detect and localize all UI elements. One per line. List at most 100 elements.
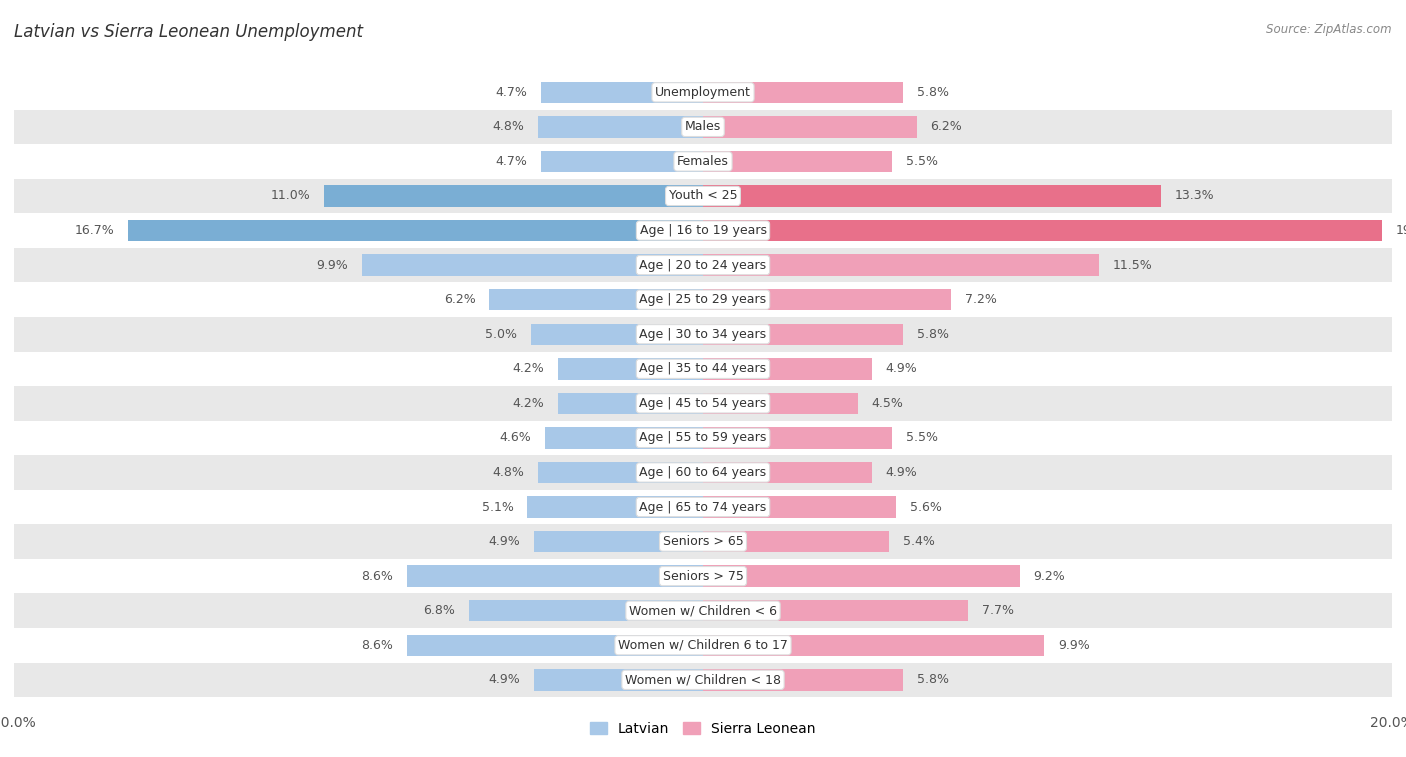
Text: Age | 16 to 19 years: Age | 16 to 19 years xyxy=(640,224,766,237)
Bar xyxy=(703,289,950,310)
Text: 9.9%: 9.9% xyxy=(1057,639,1090,652)
Bar xyxy=(406,634,703,656)
Bar xyxy=(14,593,1392,628)
Bar xyxy=(14,144,1392,179)
Bar xyxy=(14,213,1392,248)
Text: Age | 65 to 74 years: Age | 65 to 74 years xyxy=(640,500,766,513)
Bar xyxy=(703,393,858,414)
Bar xyxy=(703,254,1099,276)
Bar xyxy=(703,151,893,172)
Bar xyxy=(703,634,1045,656)
Bar xyxy=(541,82,703,103)
Text: Source: ZipAtlas.com: Source: ZipAtlas.com xyxy=(1267,23,1392,36)
Text: 5.5%: 5.5% xyxy=(907,155,938,168)
Bar xyxy=(14,628,1392,662)
Bar xyxy=(544,427,703,449)
Text: 5.1%: 5.1% xyxy=(482,500,513,513)
Bar xyxy=(703,497,896,518)
Legend: Latvian, Sierra Leonean: Latvian, Sierra Leonean xyxy=(585,716,821,742)
Bar xyxy=(703,323,903,345)
Text: 11.0%: 11.0% xyxy=(270,189,311,202)
Text: Unemployment: Unemployment xyxy=(655,86,751,99)
Bar xyxy=(14,662,1392,697)
Text: 8.6%: 8.6% xyxy=(361,639,392,652)
Text: 5.8%: 5.8% xyxy=(917,86,949,99)
Text: 4.2%: 4.2% xyxy=(513,363,544,375)
Bar xyxy=(527,497,703,518)
Text: Age | 45 to 54 years: Age | 45 to 54 years xyxy=(640,397,766,410)
Bar xyxy=(14,248,1392,282)
Text: 5.4%: 5.4% xyxy=(903,535,935,548)
Bar xyxy=(703,82,903,103)
Text: 4.7%: 4.7% xyxy=(495,155,527,168)
Bar xyxy=(703,565,1019,587)
Text: Males: Males xyxy=(685,120,721,133)
Bar xyxy=(703,358,872,379)
Text: Age | 55 to 59 years: Age | 55 to 59 years xyxy=(640,431,766,444)
Text: 5.0%: 5.0% xyxy=(485,328,517,341)
Text: 4.8%: 4.8% xyxy=(492,466,524,479)
Bar xyxy=(703,462,872,483)
Bar xyxy=(14,110,1392,144)
Text: Age | 60 to 64 years: Age | 60 to 64 years xyxy=(640,466,766,479)
Bar xyxy=(703,669,903,690)
Text: 4.7%: 4.7% xyxy=(495,86,527,99)
Text: Seniors > 65: Seniors > 65 xyxy=(662,535,744,548)
Text: Latvian vs Sierra Leonean Unemployment: Latvian vs Sierra Leonean Unemployment xyxy=(14,23,363,41)
Bar xyxy=(14,421,1392,455)
Bar xyxy=(14,317,1392,351)
Bar xyxy=(489,289,703,310)
Bar xyxy=(531,323,703,345)
Bar xyxy=(14,282,1392,317)
Bar xyxy=(558,393,703,414)
Bar xyxy=(703,116,917,138)
Text: 11.5%: 11.5% xyxy=(1114,259,1153,272)
Bar xyxy=(537,462,703,483)
Text: 7.7%: 7.7% xyxy=(981,604,1014,617)
Text: Age | 30 to 34 years: Age | 30 to 34 years xyxy=(640,328,766,341)
Bar xyxy=(14,559,1392,593)
Text: 7.2%: 7.2% xyxy=(965,293,997,306)
Text: 13.3%: 13.3% xyxy=(1175,189,1215,202)
Text: 5.5%: 5.5% xyxy=(907,431,938,444)
Text: 9.9%: 9.9% xyxy=(316,259,349,272)
Bar xyxy=(14,179,1392,213)
Bar xyxy=(703,600,969,621)
Bar xyxy=(703,220,1382,241)
Text: 4.9%: 4.9% xyxy=(489,535,520,548)
Text: Age | 35 to 44 years: Age | 35 to 44 years xyxy=(640,363,766,375)
Bar xyxy=(14,455,1392,490)
Bar xyxy=(537,116,703,138)
Bar xyxy=(14,386,1392,421)
Text: 5.8%: 5.8% xyxy=(917,328,949,341)
Bar xyxy=(703,185,1161,207)
Bar xyxy=(128,220,703,241)
Bar xyxy=(541,151,703,172)
Bar xyxy=(703,531,889,553)
Text: 19.7%: 19.7% xyxy=(1395,224,1406,237)
Bar xyxy=(534,531,703,553)
Bar xyxy=(14,351,1392,386)
Text: 5.6%: 5.6% xyxy=(910,500,942,513)
Bar xyxy=(468,600,703,621)
Text: Women w/ Children < 18: Women w/ Children < 18 xyxy=(626,673,780,687)
Text: Females: Females xyxy=(678,155,728,168)
Text: 16.7%: 16.7% xyxy=(75,224,114,237)
Text: 6.8%: 6.8% xyxy=(423,604,456,617)
Bar xyxy=(323,185,703,207)
Text: 4.9%: 4.9% xyxy=(886,363,917,375)
Text: 9.2%: 9.2% xyxy=(1033,570,1066,583)
Bar xyxy=(14,525,1392,559)
Text: Women w/ Children < 6: Women w/ Children < 6 xyxy=(628,604,778,617)
Text: Youth < 25: Youth < 25 xyxy=(669,189,737,202)
Text: Seniors > 75: Seniors > 75 xyxy=(662,570,744,583)
Text: 5.8%: 5.8% xyxy=(917,673,949,687)
Text: 4.9%: 4.9% xyxy=(489,673,520,687)
Text: 6.2%: 6.2% xyxy=(931,120,962,133)
Text: 4.8%: 4.8% xyxy=(492,120,524,133)
Bar xyxy=(361,254,703,276)
Text: 6.2%: 6.2% xyxy=(444,293,475,306)
Bar xyxy=(534,669,703,690)
Text: Women w/ Children 6 to 17: Women w/ Children 6 to 17 xyxy=(619,639,787,652)
Bar xyxy=(406,565,703,587)
